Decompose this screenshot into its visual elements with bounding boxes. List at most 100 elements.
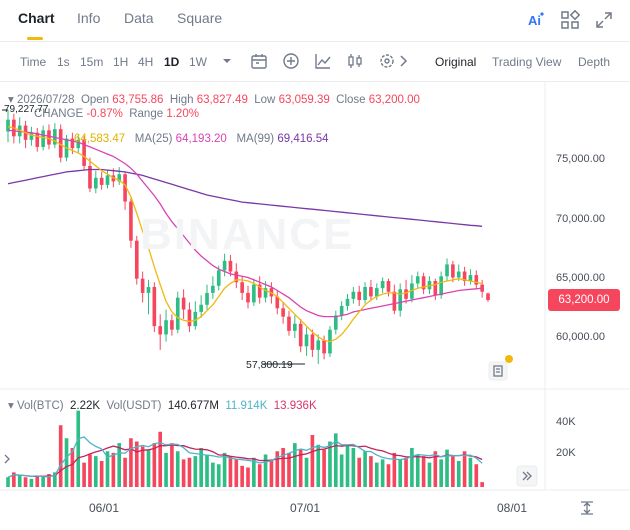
price-axis-label: 70,000.00 [556,213,605,225]
binance-watermark: BINANCE [140,210,355,259]
candle-body [47,130,51,145]
tab-chart[interactable]: Chart [18,10,55,26]
volume-bar [170,443,174,487]
candle-body [281,308,285,317]
pane-handle-icon[interactable] [2,452,12,466]
candle-body [205,292,209,305]
volume-collapse-icon[interactable]: ▾ [8,400,14,412]
candle-body [363,286,367,301]
timeframe-time[interactable]: Time [20,55,47,69]
ai-icon[interactable]: Ai [526,10,546,30]
volume-bar [339,454,344,487]
volume-bar [181,459,186,487]
volume-bar [164,452,168,487]
volume-bar [6,477,10,487]
candle-body [76,139,81,149]
volume-bar [275,451,280,487]
volume-bar [439,459,443,487]
candle-body [462,271,467,282]
volume-ma-lines [7,436,483,478]
vol-usdt-value: 140.677M [167,400,219,412]
tab-data[interactable]: Data [124,10,154,26]
candle-body [380,281,385,289]
volume-bar [415,454,420,487]
expand-icon[interactable] [594,10,614,30]
volume-bar [404,457,408,487]
volume-bar [304,457,309,487]
close-label: Close [336,94,366,106]
volume-bar [140,446,145,487]
order-book-icon[interactable] [488,361,508,381]
date-label: 07/01 [290,501,321,515]
add-indicator-icon[interactable] [282,52,300,70]
volume-bars-group [6,410,484,487]
timeframe-1h[interactable]: 1H [113,55,129,69]
candle-body [451,264,455,278]
view-trading-view[interactable]: Trading View [492,55,562,69]
view-depth[interactable]: Depth [578,55,611,69]
volume-bar [58,425,63,487]
vol-ma1-value: 11.914K [225,400,268,412]
candle-body [439,276,443,296]
candle-body [216,270,221,286]
date-label: 06/01 [89,501,120,515]
open-label: Open [80,94,110,106]
volume-bar [386,464,391,487]
range-label: Range [129,108,164,120]
candle-body [433,281,438,296]
candle-body [404,289,408,299]
candle-body [35,132,40,147]
volume-bar [269,459,274,487]
volume-bar [211,462,215,487]
candle-body [468,275,473,282]
indicator-chart-icon[interactable] [314,52,332,70]
scroll-to-latest-button[interactable] [516,465,538,487]
volume-bar [322,449,326,487]
moving-average-lines [7,126,483,343]
tab-info[interactable]: Info [77,10,101,26]
volume-bar [427,462,432,487]
timeframe-1s[interactable]: 1s [57,55,70,69]
volume-bar [216,464,221,487]
volume-bar [257,464,262,487]
volume-bar [123,457,127,487]
volume-bar [328,441,332,487]
settings-icon[interactable] [378,52,396,70]
grid-icon[interactable] [560,10,580,30]
calendar-icon[interactable] [250,52,268,70]
candle-body [304,334,309,347]
candle-body [146,286,151,293]
candle-body [117,174,122,182]
volume-bar [252,457,256,487]
volume-bar [398,459,403,487]
top-tab-bar: Chart Info Data Square Ai [0,0,630,42]
axis-scale-icon[interactable] [578,499,596,517]
open-value: 63,755.86 [112,94,164,106]
ma7-line [7,126,483,343]
volume-bar [310,435,315,487]
candle-body [369,286,373,297]
low-label: Low [254,94,276,106]
chevron-right-icon[interactable] [397,54,409,68]
tab-square[interactable]: Square [177,10,223,26]
volume-axis-label: 40K [556,416,576,428]
timeframe-1d[interactable]: 1D [164,55,180,69]
volume-bar [281,448,285,487]
chart-toolbar: Time 1s 15m 1H 4H 1D 1W Original Trading… [0,42,630,82]
candle-style-icon[interactable] [346,52,364,70]
timeframe-15m[interactable]: 15m [80,55,104,69]
collapse-arrow-icon[interactable]: ▾ [8,94,14,106]
candle-body [287,316,291,331]
timeframe-dropdown-icon[interactable] [220,54,234,68]
candle-body [134,240,139,279]
view-original[interactable]: Original [435,55,477,69]
volume-bar [357,457,362,487]
candle-body [70,138,75,149]
timeframe-4h[interactable]: 4H [138,55,154,69]
timeframe-1w[interactable]: 1W [189,55,207,69]
volume-bar [146,449,151,487]
volume-bar [35,475,40,487]
volume-bar [193,456,198,487]
candle-body [275,296,280,309]
